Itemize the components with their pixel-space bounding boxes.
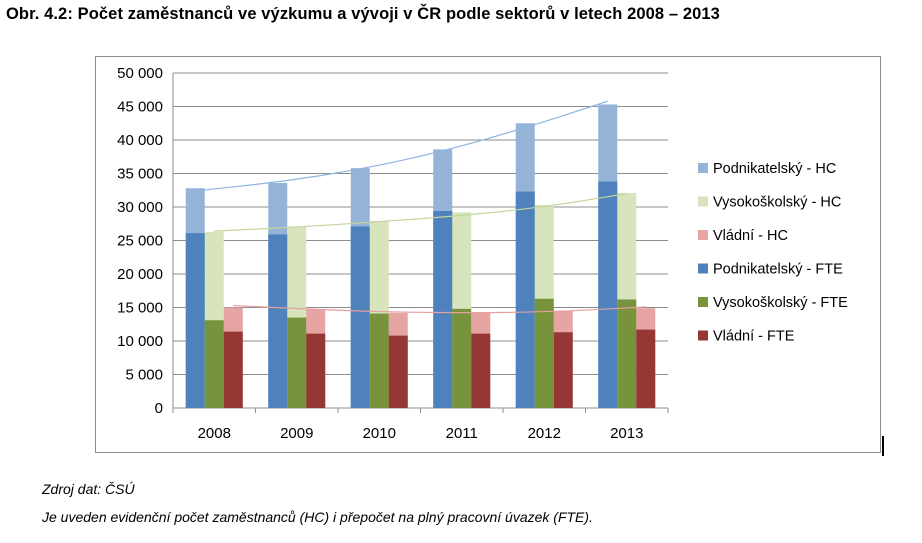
y-tick-label: 15 000: [117, 300, 163, 317]
bar-podnikatelský-fte: [268, 234, 288, 408]
y-tick-label: 25 000: [117, 233, 163, 250]
bar-vládní-fte: [471, 333, 491, 408]
y-tick-label: 35 000: [117, 166, 163, 183]
trendline: [214, 193, 627, 232]
y-tick-label: 0: [155, 400, 163, 417]
legend-label: Podnikatelský - HC: [713, 161, 836, 177]
legend-label: Vysokoškolský - FTE: [713, 295, 848, 311]
legend-swatch: [698, 196, 708, 207]
x-tick-label: 2012: [528, 425, 561, 442]
text-cursor: [882, 436, 884, 456]
y-tick-label: 40 000: [117, 132, 163, 149]
source-note: Zdroj dat: ČSÚ: [42, 481, 135, 497]
bar-podnikatelský-fte: [598, 181, 618, 408]
bar-podnikatelský-fte: [185, 233, 205, 408]
legend-swatch: [698, 230, 708, 240]
legend-label: Vládní - HC: [713, 228, 788, 244]
bar-vysokoškolský-fte: [287, 317, 307, 408]
bar-podnikatelský-fte: [350, 226, 370, 408]
legend-swatch: [698, 297, 708, 307]
y-tick-label: 5 000: [125, 367, 163, 384]
bar-vládní-fte: [553, 332, 573, 408]
bar-vládní-fte: [388, 335, 408, 408]
x-tick-label: 2008: [198, 425, 231, 442]
bar-podnikatelský-fte: [515, 191, 535, 408]
bar-vysokoškolský-fte: [534, 298, 554, 408]
y-tick-label: 30 000: [117, 199, 163, 216]
legend-label: Vysokoškolský - HC: [713, 195, 841, 211]
y-tick-label: 10 000: [117, 333, 163, 350]
chart-frame: 0 5 000 10 000 15 000 20 000 25 000 30 000 35 0…: [95, 56, 881, 453]
x-tick-label: 2009: [280, 425, 313, 442]
legend-label: Podnikatelský - FTE: [713, 262, 843, 278]
bar-vládní-fte: [223, 331, 243, 408]
page-title: Obr. 4.2: Počet zaměstnanců ve výzkumu a…: [6, 5, 720, 23]
trendline: [233, 304, 646, 314]
footnote: Je uveden evidenční počet zaměstnanců (H…: [42, 509, 593, 525]
bar-vysokoškolský-fte: [452, 308, 472, 408]
chart: 0 5 000 10 000 15 000 20 000 25 000 30 000 35 0…: [117, 65, 848, 442]
legend-swatch: [698, 330, 708, 341]
x-tick-label: 2013: [610, 425, 643, 442]
bar-vysokoškolský-fte: [369, 313, 389, 408]
bar-vysokoškolský-fte: [617, 299, 637, 408]
trendline: [195, 100, 608, 192]
y-tick-label: 50 000: [117, 65, 163, 82]
bar-vysokoškolský-fte: [204, 320, 224, 408]
x-tick-label: 2010: [363, 425, 396, 442]
y-tick-label: 45 000: [117, 99, 163, 116]
y-tick-label: 20 000: [117, 266, 163, 283]
x-tick-label: 2011: [446, 425, 478, 442]
legend-swatch: [698, 263, 708, 274]
legend-swatch: [698, 163, 708, 173]
legend-label: Vládní - FTE: [713, 329, 795, 345]
bar-vládní-fte: [636, 329, 656, 408]
bar-podnikatelský-fte: [433, 211, 453, 408]
bar-vládní-fte: [306, 333, 326, 408]
